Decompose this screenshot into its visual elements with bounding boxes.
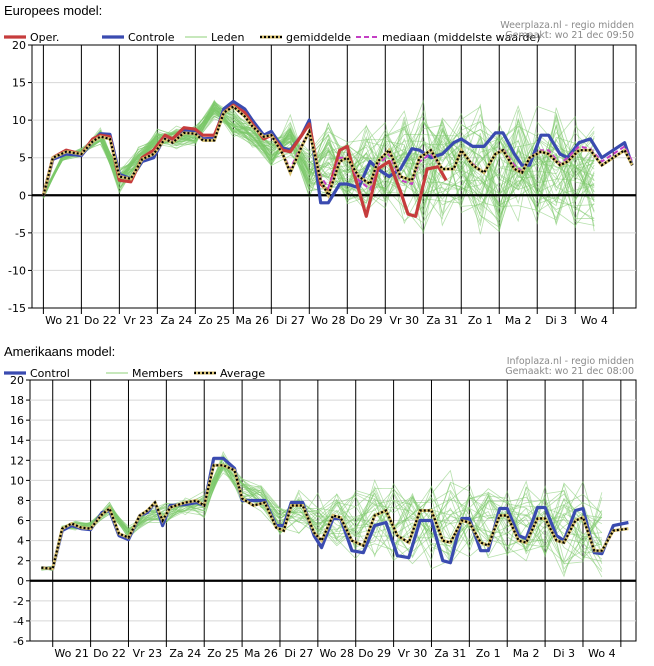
- us-legend-item-control: Control: [4, 367, 70, 380]
- eu-legend-label: Controle: [128, 31, 175, 44]
- us-ytick-label: 10: [10, 474, 24, 487]
- us-xtick-label: Wo 21: [54, 647, 88, 660]
- eu-xtick-label: Zo 1: [468, 314, 493, 327]
- eu-xtick-label: Zo 25: [198, 314, 230, 327]
- us-ytick-label: 4: [17, 535, 24, 548]
- eu-xtick-label: Za 31: [426, 314, 458, 327]
- eu-xtick-label: Di 27: [276, 314, 305, 327]
- us-ytick-label: -2: [13, 595, 24, 608]
- eu-made-text: Gemaakt: wo 21 dec 09:50: [505, 30, 634, 41]
- us-ytick-label: 20: [10, 374, 24, 387]
- us-legend-item-members: Members: [106, 367, 183, 380]
- eu-ytick-label: -5: [15, 227, 26, 240]
- eu-xtick-label: Wo 4: [580, 314, 607, 327]
- us-ytick-label: -6: [13, 635, 24, 648]
- eu-member-line: [43, 113, 595, 210]
- us-legend-item-average: Average: [194, 367, 265, 380]
- eu-legend-label: gemiddelde: [286, 31, 351, 44]
- us-xtick-label: Vr 23: [133, 647, 163, 660]
- us-xtick-label: Do 22: [93, 647, 126, 660]
- eu-ytick-label: 20: [12, 39, 26, 52]
- us-legend-label: Control: [30, 367, 70, 380]
- eu-ytick-label: -10: [8, 264, 26, 277]
- eu-ytick-label: -15: [8, 302, 26, 315]
- us-ytick-label: 6: [17, 515, 24, 528]
- us-ytick-label: 8: [17, 494, 24, 507]
- us-section-title: Amerikaans model:: [4, 344, 116, 359]
- eu-xtick-label: Ma 2: [505, 314, 532, 327]
- eu-legend-item-median: mediaan (middelste waarde): [356, 31, 540, 44]
- eu-section-title: Europees model:: [4, 3, 103, 18]
- eu-xtick-label: Do 22: [84, 314, 117, 327]
- us-xtick-label: Wo 28: [320, 647, 354, 660]
- us-xtick-label: Zo 1: [476, 647, 501, 660]
- eu-legend-item-average: gemiddelde: [260, 31, 351, 44]
- us-member-line: [41, 456, 603, 569]
- us-xtick-label: Do 29: [358, 647, 391, 660]
- us-ytick-label: -4: [13, 615, 24, 628]
- us-legend-label: Members: [132, 367, 183, 380]
- us-average-series: [41, 464, 629, 570]
- eu-legend-item-oper: Oper.: [4, 31, 59, 44]
- us-xtick-label: Vr 30: [398, 647, 428, 660]
- us-made-text: Gemaakt: wo 21 dec 08:00: [505, 366, 634, 377]
- us-xtick-label: Di 3: [553, 647, 575, 660]
- us-ytick-label: 0: [17, 575, 24, 588]
- eu-ytick-label: 0: [19, 189, 26, 202]
- eu-ytick-label: 5: [19, 152, 26, 165]
- us-xtick-label: Di 27: [284, 647, 313, 660]
- eu-xtick-label: Za 24: [160, 314, 192, 327]
- eu-legend-label: Leden: [211, 31, 244, 44]
- eu-member-line: [43, 107, 595, 226]
- eu-xtick-label: Ma 26: [235, 314, 269, 327]
- eu-xtick-label: Di 3: [545, 314, 567, 327]
- eu-xtick-label: Wo 28: [311, 314, 345, 327]
- us-plot-area: [30, 451, 636, 582]
- us-xtick-label: Za 24: [169, 647, 201, 660]
- us-ytick-label: 2: [17, 555, 24, 568]
- us-xtick-label: Ma 26: [244, 647, 278, 660]
- us-ytick-label: 12: [10, 454, 24, 467]
- eu-average-series: [42, 105, 634, 199]
- eu-chart: -15 -10 -5 0 5 10 15 20 Wo 21 Do 22 Vr 23 Za 24 Zo 2…: [4, 20, 637, 327]
- us-member-line: [41, 466, 603, 570]
- us-ytick-label: 16: [10, 414, 24, 427]
- eu-ytick-label: 15: [12, 77, 26, 90]
- us-xtick-label: Ma 2: [513, 647, 540, 660]
- us-xtick-label: Za 31: [435, 647, 467, 660]
- us-source-text: Infoplaza.nl - regio midden: [507, 356, 634, 367]
- eu-legend-item-members: Leden: [185, 31, 244, 44]
- eu-ytick-label: 10: [12, 114, 26, 127]
- eu-plot-area: [32, 99, 636, 235]
- eu-legend-label: mediaan (middelste waarde): [382, 31, 540, 44]
- us-chart: -6 -4 -2 0 2 4 6 8 10 12 14 16 18 20 Wo 21 Do 22 Vr 23 Za…: [4, 356, 637, 660]
- eu-xtick-label: Vr 23: [124, 314, 154, 327]
- eu-legend-item-control: Controle: [102, 31, 175, 44]
- us-xtick-label: Zo 25: [207, 647, 239, 660]
- eu-xtick-label: Do 29: [350, 314, 383, 327]
- eu-xtick-label: Wo 21: [45, 314, 79, 327]
- us-xtick-label: Wo 4: [588, 647, 615, 660]
- eu-xtick-label: Vr 30: [390, 314, 420, 327]
- eu-legend-label: Oper.: [30, 31, 59, 44]
- us-ytick-label: 18: [10, 394, 24, 407]
- us-legend-label: Average: [220, 367, 265, 380]
- eu-source-text: Weerplaza.nl - regio midden: [500, 20, 634, 31]
- us-ytick-label: 14: [10, 434, 24, 447]
